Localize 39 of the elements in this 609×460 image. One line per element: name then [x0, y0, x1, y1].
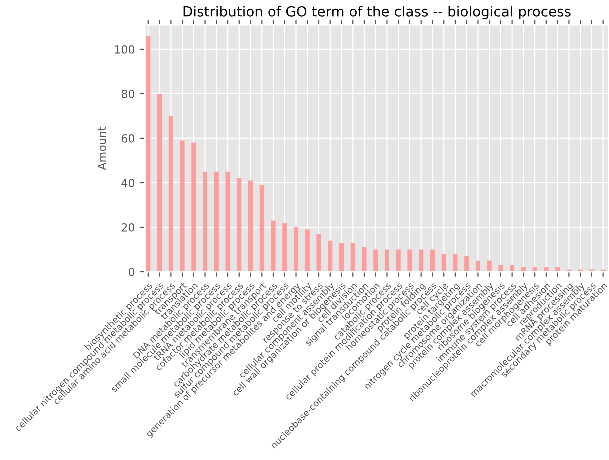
bar [316, 234, 322, 272]
y-tick-label: 20 [122, 223, 135, 232]
bar [146, 36, 151, 272]
bar [271, 220, 276, 272]
bar [396, 250, 401, 272]
y-axis-title: Amount [98, 126, 106, 170]
bar [237, 178, 242, 272]
bar [384, 250, 390, 272]
bar [362, 248, 367, 272]
y-tick-label: 80 [122, 90, 135, 98]
y-tick-label: 0 [128, 268, 135, 276]
bar [158, 94, 162, 272]
bar [180, 140, 185, 272]
bar [476, 260, 480, 272]
bar [464, 256, 470, 272]
bar [328, 240, 333, 272]
bar [203, 172, 208, 272]
bar [248, 180, 254, 272]
y-tick-label: 60 [122, 134, 135, 143]
chart-title: Distribution of GO term of the class -- biological process [184, 6, 571, 20]
bar [430, 250, 435, 272]
y-tick-label: 40 [122, 178, 135, 188]
bar [339, 243, 344, 272]
bar [260, 185, 264, 272]
y-tick-label: 100 [115, 45, 135, 54]
bar [419, 250, 424, 272]
bar [408, 250, 412, 272]
bar [374, 250, 378, 272]
bar [214, 172, 219, 272]
bar [192, 142, 196, 272]
bar [305, 230, 310, 272]
bar [442, 254, 446, 272]
bar [350, 243, 356, 272]
bar [282, 223, 288, 272]
bar [487, 260, 492, 272]
bar [453, 254, 458, 272]
bar [168, 116, 174, 272]
bar [294, 227, 299, 272]
bar [226, 172, 230, 272]
